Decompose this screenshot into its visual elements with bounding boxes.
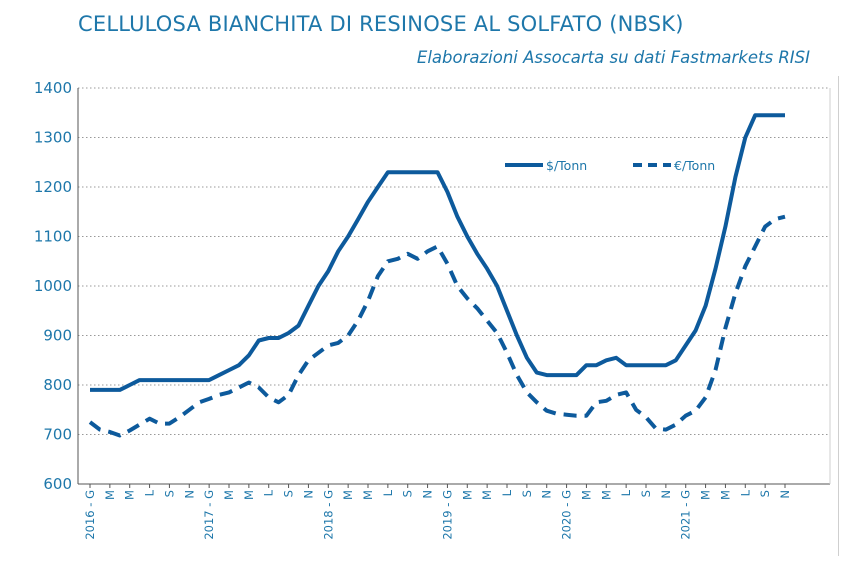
x-tick-label: 2019 - G	[440, 490, 454, 540]
y-tick-label: 700	[43, 426, 72, 444]
x-tick-label: S	[758, 490, 772, 497]
x-tick-label: M	[361, 490, 375, 500]
x-tick-label: M	[103, 490, 117, 500]
legend-label: €/Tonn	[674, 158, 715, 173]
y-tick-label: 1400	[34, 79, 72, 97]
chart-title: CELLULOSA BIANCHITA DI RESINOSE AL SOLFA…	[78, 12, 684, 36]
x-tick-label: S	[520, 490, 534, 497]
x-tick-label: N	[659, 490, 673, 499]
x-tick-label: S	[401, 490, 415, 497]
x-tick-label: 2018 - G	[321, 490, 335, 540]
gridlines	[78, 87, 830, 435]
x-tick-label: N	[182, 490, 196, 499]
axes	[77, 88, 831, 485]
y-tick-label: 1000	[34, 277, 72, 295]
x-tick-label: 2020 - G	[560, 490, 574, 540]
x-tick-label: L	[500, 489, 514, 496]
y-tick-label: 1300	[34, 129, 72, 147]
x-tick-label: M	[480, 490, 494, 500]
x-tick-label: M	[123, 490, 137, 500]
x-tick-label: N	[540, 490, 554, 499]
series-line-usd	[90, 113, 785, 392]
x-tick-label: L	[143, 489, 157, 496]
x-tick-label: 2017 - G	[202, 490, 216, 540]
series-line-eur	[88, 214, 786, 438]
x-tick-label: L	[262, 489, 276, 496]
x-tick-label: 2016 - G	[83, 490, 97, 540]
y-tick-label: 1200	[34, 178, 72, 196]
y-tick-label: 800	[43, 376, 72, 394]
y-tick-label: 1100	[34, 228, 72, 246]
chart-subtitle: Elaborazioni Assocarta su dati Fastmarke…	[416, 48, 810, 67]
x-tick-label: M	[579, 490, 593, 500]
series-lines	[88, 113, 786, 438]
x-tick-label: L	[619, 489, 633, 496]
y-tick-label: 900	[43, 327, 72, 345]
y-tick-label: 600	[43, 475, 72, 493]
x-tick-label: L	[381, 489, 395, 496]
x-tick-label: M	[242, 490, 256, 500]
x-tick-label: M	[599, 490, 613, 500]
x-tick-label: N	[301, 490, 315, 499]
x-tick-label: 2021 - G	[679, 490, 693, 540]
y-axis-ticks: 600 700 800 900 1000 1100 1200 1300 1400	[34, 79, 72, 493]
x-tick-label: N	[421, 490, 435, 499]
x-tick-label: S	[162, 490, 176, 497]
x-tick-label: S	[639, 490, 653, 497]
legend-label: $/Tonn	[546, 158, 587, 173]
x-tick-label: L	[738, 489, 752, 496]
x-tick-label: M	[222, 490, 236, 500]
right-border-line	[838, 76, 839, 556]
x-tick-label: M	[341, 490, 355, 500]
x-tick-label: N	[778, 490, 792, 499]
x-tick-label: M	[718, 490, 732, 500]
x-tick-label: M	[699, 490, 713, 500]
legend: $/Tonn €/Tonn	[505, 158, 715, 173]
x-tick-label: M	[460, 490, 474, 500]
x-tick-label: S	[282, 490, 296, 497]
